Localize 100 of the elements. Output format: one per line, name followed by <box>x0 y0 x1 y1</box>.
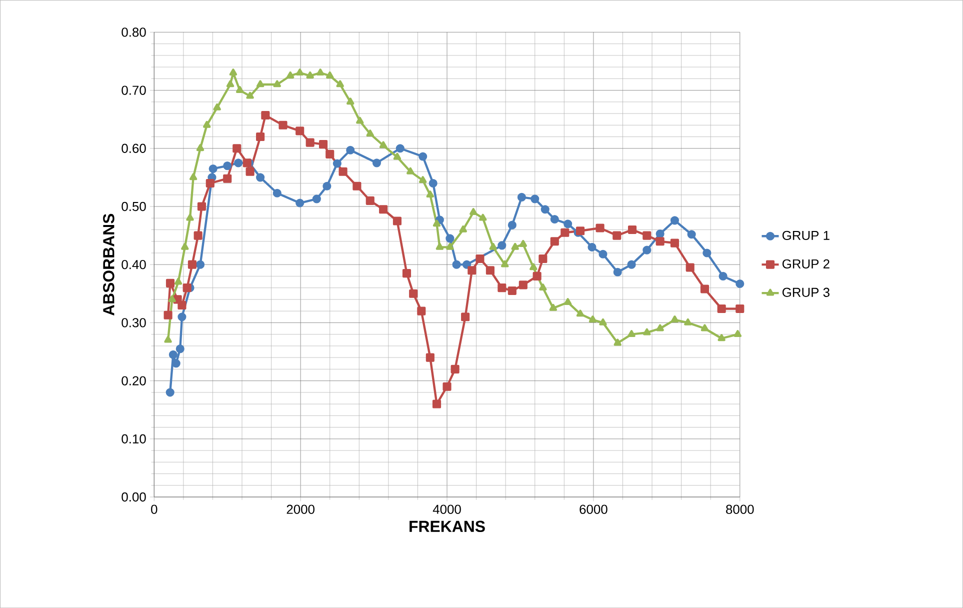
point <box>736 304 744 313</box>
point <box>426 190 434 198</box>
point <box>426 353 434 362</box>
point <box>366 196 374 205</box>
point <box>450 364 460 374</box>
point <box>312 194 321 204</box>
point <box>511 242 519 250</box>
point <box>670 238 680 248</box>
point <box>402 268 412 278</box>
point <box>178 300 186 310</box>
point <box>326 71 334 78</box>
point <box>316 68 324 76</box>
point <box>379 141 388 148</box>
point <box>470 208 478 215</box>
point <box>166 278 175 288</box>
point <box>532 272 542 280</box>
point <box>656 324 664 332</box>
point <box>461 312 470 322</box>
point <box>178 312 186 322</box>
point <box>197 202 206 211</box>
point <box>718 334 726 341</box>
point <box>166 388 174 397</box>
point <box>432 220 441 227</box>
point <box>628 330 636 337</box>
point <box>396 144 404 153</box>
point <box>538 254 548 263</box>
point <box>296 198 304 208</box>
point <box>346 146 355 154</box>
x-tick-label: 2000 <box>286 504 314 514</box>
point <box>550 237 559 246</box>
point <box>530 194 540 204</box>
y-tick-label: 0.10 <box>122 434 146 444</box>
point <box>700 324 709 332</box>
point <box>176 344 184 354</box>
point <box>486 266 494 275</box>
point <box>734 330 742 337</box>
point <box>164 310 172 320</box>
point <box>182 283 192 292</box>
point <box>498 241 506 250</box>
point <box>356 116 364 124</box>
point <box>498 283 506 292</box>
x-tick-label: 0 <box>151 504 158 514</box>
point <box>613 268 622 276</box>
point <box>670 315 679 322</box>
point <box>519 240 528 247</box>
x-tick-label: 8000 <box>726 504 754 514</box>
point <box>272 188 282 198</box>
x-tick-label: 6000 <box>580 504 608 514</box>
point <box>717 304 726 313</box>
point <box>223 161 232 170</box>
point <box>234 158 243 168</box>
point <box>517 192 526 202</box>
point <box>379 205 388 214</box>
point <box>318 140 328 149</box>
point <box>462 260 472 269</box>
point <box>352 182 362 190</box>
point <box>229 68 238 76</box>
point <box>489 242 497 250</box>
point <box>168 295 176 302</box>
point <box>346 98 354 105</box>
point <box>189 173 198 180</box>
point <box>242 158 252 168</box>
point <box>598 250 608 258</box>
point <box>614 338 622 346</box>
point <box>452 260 461 269</box>
y-tick-label: 0.40 <box>122 260 146 270</box>
point <box>468 266 476 275</box>
point <box>246 92 254 99</box>
point <box>372 158 382 168</box>
point <box>656 229 664 238</box>
point <box>736 279 744 288</box>
point <box>278 120 288 130</box>
point <box>476 254 484 263</box>
point <box>208 164 218 173</box>
point <box>479 214 487 221</box>
y-tick-label: 0.00 <box>122 492 146 502</box>
point <box>164 336 172 343</box>
point <box>599 318 607 326</box>
point <box>188 260 196 269</box>
legend-label: GRUP 1 <box>782 230 830 240</box>
point <box>338 167 348 176</box>
point <box>194 231 202 240</box>
point <box>336 80 344 88</box>
legend-label: GRUP 2 <box>782 259 830 268</box>
point <box>296 126 304 136</box>
point <box>549 304 558 311</box>
y-tick-label: 0.20 <box>122 376 146 386</box>
point <box>588 315 597 322</box>
point <box>627 260 636 269</box>
point <box>670 216 680 225</box>
point <box>436 242 444 250</box>
point <box>588 242 596 252</box>
point <box>718 272 728 280</box>
y-tick-label: 0.70 <box>122 86 146 95</box>
point <box>501 260 509 268</box>
point <box>419 176 427 183</box>
point <box>409 289 418 298</box>
point <box>366 130 374 136</box>
point <box>168 350 178 359</box>
y-tick-label: 0.50 <box>122 202 146 212</box>
